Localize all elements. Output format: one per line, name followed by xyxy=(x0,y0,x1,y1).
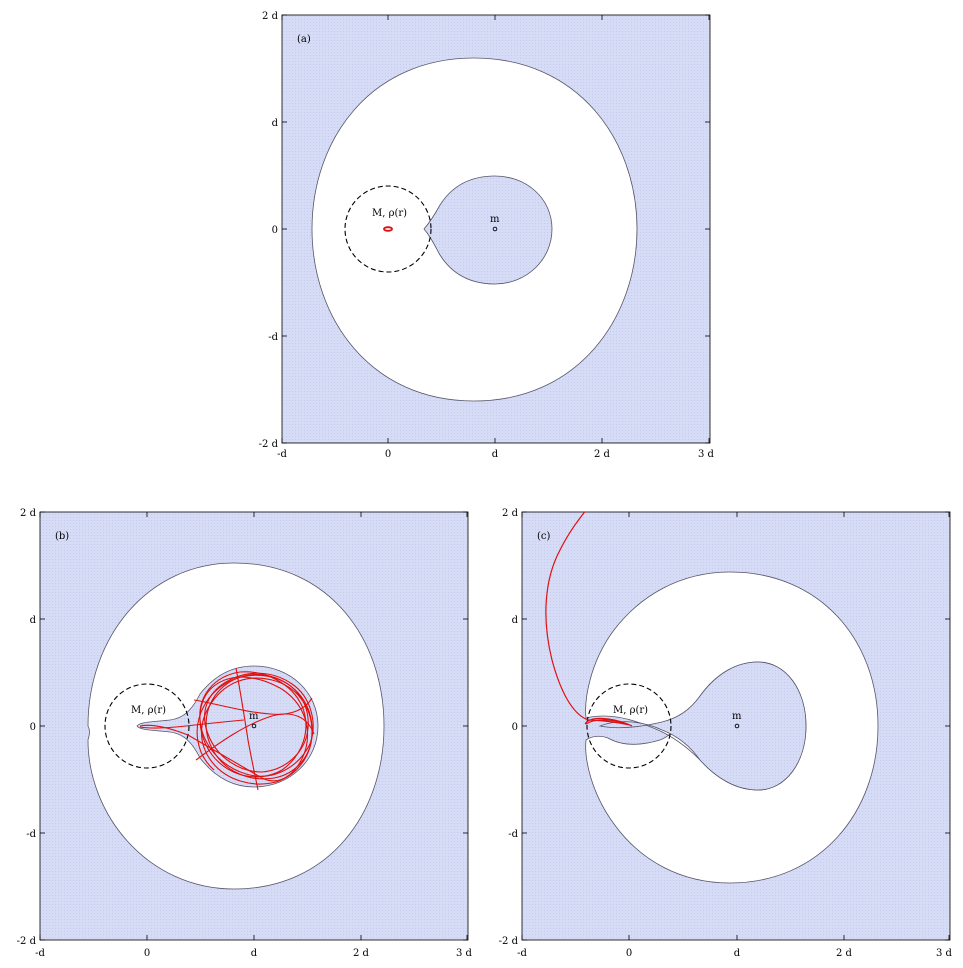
panel-b-ytick-neg-d: -d xyxy=(26,829,36,840)
panel-c-xtick-3d: 3 d xyxy=(936,948,953,959)
panel-a-label: (a) xyxy=(297,34,311,45)
panel-b-trajectory xyxy=(139,667,315,791)
panel-b-xtick-d: d xyxy=(251,948,258,959)
panel-b-satellite-point xyxy=(251,723,257,729)
panel-b-ytick-0: 0 xyxy=(30,722,36,733)
panel-c-xtick-2d: 2 d xyxy=(836,948,853,959)
panel-c-ytick-0: 0 xyxy=(512,722,518,733)
panel-a-satellite-label: m xyxy=(490,214,500,225)
panel-a-ytick-neg-d: -d xyxy=(268,332,278,343)
panel-c-satellite-point xyxy=(734,723,740,729)
panel-c-y-axis xyxy=(522,511,950,941)
panel-c-xtick-neg-d: -d xyxy=(517,948,527,959)
panel-c-trajectory xyxy=(545,512,633,727)
panel-c-ytick-2d: 2 d xyxy=(502,508,519,519)
panel-c-x-axis xyxy=(521,512,950,940)
panel-a-xtick-neg-d: -d xyxy=(277,449,287,460)
panel-b: (b) M, ρ(r) m 2 d d 0 -d -2 d xyxy=(17,508,473,959)
panel-c-xtick-0: 0 xyxy=(626,948,632,959)
panel-b-xtick-3d: 3 d xyxy=(456,948,473,959)
panel-a-ytick-d: d xyxy=(272,118,279,129)
panel-b-mass-label: M, ρ(r) xyxy=(131,705,166,716)
panel-b-y-axis xyxy=(40,511,468,941)
panel-a-y-axis xyxy=(282,14,710,444)
panel-c-satellite-label: m xyxy=(732,711,742,722)
panel-c-ytick-neg-2d: -2 d xyxy=(499,936,519,947)
panel-a: (a) M, ρ(r) m 2 d d 0 -d -2 d xyxy=(259,11,715,460)
panel-a-ytick-neg-2d: -2 d xyxy=(259,439,279,450)
panel-a-satellite-lobe xyxy=(423,175,553,285)
panel-a-xtick-0: 0 xyxy=(385,449,391,460)
panel-a-ytick-2d: 2 d xyxy=(262,11,279,22)
panel-c-label: (c) xyxy=(537,531,551,542)
panel-c-ytick-neg-d: -d xyxy=(508,829,518,840)
panel-b-ytick-2d: 2 d xyxy=(20,508,37,519)
panel-a-mass-label: M, ρ(r) xyxy=(372,208,407,219)
panel-a-xtick-d: d xyxy=(492,449,499,460)
panel-b-satellite-lobe xyxy=(136,665,319,788)
panel-a-xtick-3d: 3 d xyxy=(698,449,715,460)
panel-c-mass-circle xyxy=(586,683,672,769)
panel-a-trajectory xyxy=(383,226,393,232)
panel-a-satellite-point xyxy=(492,226,498,232)
panel-c: (c) M, ρ(r) m 2 d d 0 -d -2 d xyxy=(499,508,953,959)
panel-a-mass-circle xyxy=(344,185,432,273)
panel-a-xtick-2d: 2 d xyxy=(594,449,611,460)
panel-c-satellite-lobe xyxy=(598,661,807,791)
panel-b-satellite-label: m xyxy=(249,711,259,722)
panel-c-xtick-d: d xyxy=(734,948,741,959)
panel-b-x-axis xyxy=(39,512,468,940)
panel-a-x-axis xyxy=(281,15,710,443)
panel-b-xtick-0: 0 xyxy=(144,948,150,959)
panel-a-ytick-0: 0 xyxy=(272,225,278,236)
panel-c-mass-label: M, ρ(r) xyxy=(613,705,648,716)
panel-b-ytick-neg-2d: -2 d xyxy=(17,936,37,947)
panel-b-label: (b) xyxy=(55,531,69,542)
panel-c-ytick-d: d xyxy=(512,615,519,626)
panel-b-xtick-2d: 2 d xyxy=(353,948,370,959)
panel-b-ytick-d: d xyxy=(30,615,37,626)
panel-b-xtick-neg-d: -d xyxy=(35,948,45,959)
